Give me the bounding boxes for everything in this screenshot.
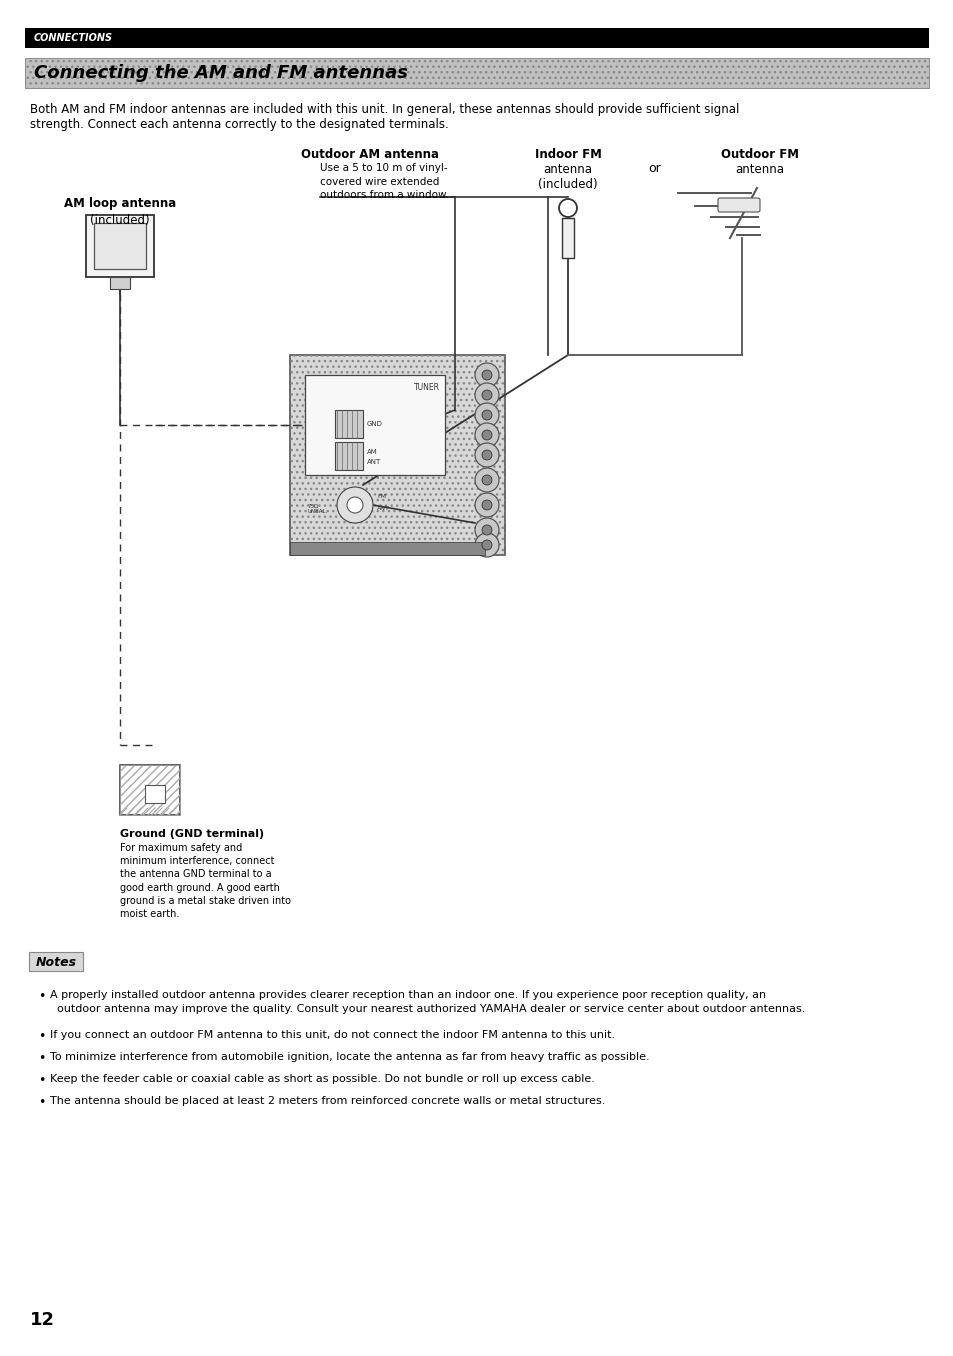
Circle shape xyxy=(481,391,492,400)
Bar xyxy=(335,410,363,438)
Text: To minimize interference from automobile ignition, locate the antenna as far fro: To minimize interference from automobile… xyxy=(50,1052,649,1062)
Text: •: • xyxy=(38,1052,46,1064)
Bar xyxy=(561,218,574,258)
Text: Both AM and FM indoor antennas are included with this unit. In general, these an: Both AM and FM indoor antennas are inclu… xyxy=(30,103,739,117)
Text: Indoor FM: Indoor FM xyxy=(534,148,600,161)
Text: •: • xyxy=(38,1031,46,1043)
Text: GND: GND xyxy=(438,560,451,564)
Bar xyxy=(94,222,146,268)
Circle shape xyxy=(347,498,363,513)
Text: 12: 12 xyxy=(30,1311,55,1329)
Bar xyxy=(290,355,504,555)
Circle shape xyxy=(481,450,492,460)
Circle shape xyxy=(481,475,492,485)
Circle shape xyxy=(475,423,498,447)
Circle shape xyxy=(475,494,498,517)
Text: Outdoor FM: Outdoor FM xyxy=(720,148,799,161)
Text: (included): (included) xyxy=(91,214,150,226)
Circle shape xyxy=(481,540,492,551)
Circle shape xyxy=(481,500,492,510)
Circle shape xyxy=(481,410,492,420)
Bar xyxy=(120,765,180,815)
Text: AM loop antenna: AM loop antenna xyxy=(64,197,176,210)
Circle shape xyxy=(481,370,492,380)
Circle shape xyxy=(475,518,498,542)
Circle shape xyxy=(475,443,498,466)
Bar xyxy=(25,28,928,47)
Text: strength. Connect each antenna correctly to the designated terminals.: strength. Connect each antenna correctly… xyxy=(30,118,448,132)
Bar xyxy=(145,785,165,803)
Text: CONNECTIONS: CONNECTIONS xyxy=(34,33,112,43)
Text: ANT: ANT xyxy=(367,458,381,465)
Bar xyxy=(86,216,153,277)
Circle shape xyxy=(336,487,373,523)
Text: •: • xyxy=(38,1096,46,1109)
Text: A properly installed outdoor antenna provides clearer reception than an indoor o: A properly installed outdoor antenna pro… xyxy=(50,990,804,1014)
Text: Ground (GND terminal): Ground (GND terminal) xyxy=(120,829,264,839)
FancyBboxPatch shape xyxy=(29,952,83,971)
Text: Use a 5 to 10 m of vinyl-
covered wire extended
outdoors from a window.: Use a 5 to 10 m of vinyl- covered wire e… xyxy=(319,163,449,201)
Text: TUNER: TUNER xyxy=(414,382,439,392)
Text: For maximum safety and
minimum interference, connect
the antenna GND terminal to: For maximum safety and minimum interfere… xyxy=(120,843,291,919)
Text: or: or xyxy=(648,161,660,175)
Text: •: • xyxy=(38,990,46,1003)
Text: AUDIO: AUDIO xyxy=(341,560,358,564)
Text: antenna: antenna xyxy=(735,163,783,176)
Text: Connecting the AM and FM antennas: Connecting the AM and FM antennas xyxy=(34,64,408,81)
Circle shape xyxy=(481,525,492,536)
Bar xyxy=(305,376,444,475)
Circle shape xyxy=(481,430,492,439)
Circle shape xyxy=(475,363,498,386)
Text: 75Ω
UNBAL.: 75Ω UNBAL. xyxy=(308,503,328,514)
Bar xyxy=(335,442,363,471)
Circle shape xyxy=(475,533,498,557)
Bar xyxy=(290,542,484,555)
Text: Outdoor AM antenna: Outdoor AM antenna xyxy=(301,148,438,161)
Bar xyxy=(25,58,928,88)
Text: GND: GND xyxy=(367,420,382,427)
Bar xyxy=(25,58,928,88)
Text: AM: AM xyxy=(367,449,377,456)
Circle shape xyxy=(475,468,498,492)
Bar xyxy=(290,355,504,555)
FancyBboxPatch shape xyxy=(718,198,760,212)
Text: If you connect an outdoor FM antenna to this unit, do not connect the indoor FM : If you connect an outdoor FM antenna to … xyxy=(50,1031,615,1040)
Text: antenna: antenna xyxy=(543,163,592,176)
Circle shape xyxy=(475,382,498,407)
Circle shape xyxy=(475,403,498,427)
Text: ANT: ANT xyxy=(376,507,390,511)
Bar xyxy=(120,765,180,815)
Bar xyxy=(110,277,130,289)
Text: Keep the feeder cable or coaxial cable as short as possible. Do not bundle or ro: Keep the feeder cable or coaxial cable a… xyxy=(50,1074,595,1083)
Text: The antenna should be placed at least 2 meters from reinforced concrete walls or: The antenna should be placed at least 2 … xyxy=(50,1096,605,1106)
Text: Notes: Notes xyxy=(35,956,76,968)
Text: •: • xyxy=(38,1074,46,1088)
Text: (included): (included) xyxy=(537,178,598,191)
Text: FM: FM xyxy=(376,495,386,499)
